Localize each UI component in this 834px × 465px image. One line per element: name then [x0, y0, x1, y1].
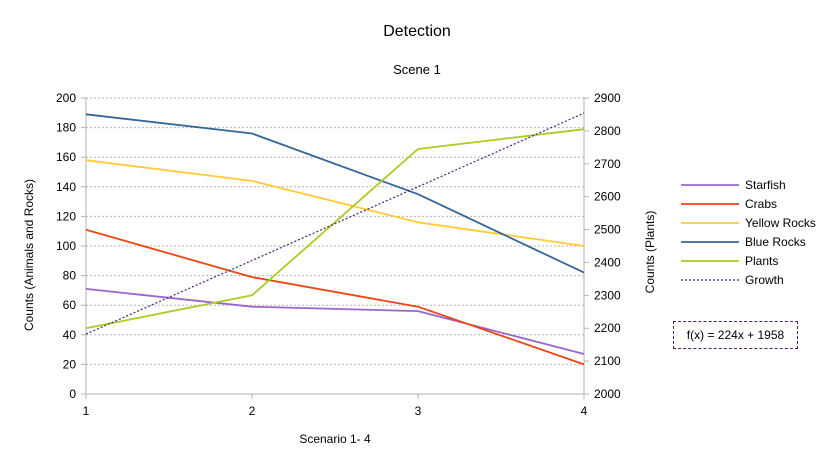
series-line-blue-rocks [85, 113, 585, 274]
x-tick-label: 1 [83, 404, 90, 418]
trendline-equation: f(x) = 224x + 1958 [686, 328, 785, 342]
legend-label-blue-rocks: Blue Rocks [745, 235, 806, 249]
y-tick-label: 60 [63, 298, 77, 312]
tick-labels: 0 20 40 60 80 100 120 140 160 180 200 2000 2100 2200 2… [56, 91, 621, 418]
series-lines [85, 112, 585, 366]
trendline-equation-box: f(x) = 224x + 1958 [673, 321, 798, 349]
y2-tick-label: 2700 [594, 157, 621, 171]
series-line-growth [85, 112, 585, 335]
series-line-crabs [85, 228, 585, 366]
x-tick-label: 2 [249, 404, 256, 418]
y-tick-label: 20 [63, 357, 77, 371]
y2-tick-label: 2200 [594, 321, 621, 335]
y2-tick-label: 2300 [594, 288, 621, 302]
series-line-starfish [85, 288, 585, 355]
chart-title: Detection [383, 23, 451, 40]
y-tick-label: 200 [56, 91, 76, 105]
y-tick-label: 40 [63, 328, 77, 342]
series-line-yellow-rocks [85, 159, 585, 247]
legend: Starfish Crabs Yellow Rocks Blue Rocks Plant… [681, 178, 816, 287]
legend-label-yellow-rocks: Yellow Rocks [745, 216, 816, 230]
series-line-plants [85, 128, 585, 330]
y-tick-label: 180 [56, 121, 76, 135]
x-tick-label: 3 [415, 404, 422, 418]
legend-label-crabs: Crabs [745, 197, 777, 211]
x-tick-label: 4 [581, 404, 588, 418]
y2-tick-label: 2500 [594, 223, 621, 237]
y-tick-label: 120 [56, 209, 76, 223]
y2-tick-label: 2600 [594, 190, 621, 204]
y-tick-label: 160 [56, 150, 76, 164]
y2-tick-label: 2900 [594, 91, 621, 105]
legend-label-starfish: Starfish [745, 178, 786, 192]
y2-tick-label: 2800 [594, 124, 621, 138]
y-tick-label: 0 [69, 387, 76, 401]
y-tick-label: 80 [63, 269, 77, 283]
legend-label-growth: Growth [745, 273, 784, 287]
chart-subtitle: Scene 1 [393, 62, 441, 77]
y-tick-label: 100 [56, 239, 76, 253]
y2-tick-label: 2000 [594, 387, 621, 401]
y2-tick-label: 2100 [594, 354, 621, 368]
x-axis-label: Scenario 1- 4 [299, 432, 371, 446]
y-axis-label: Counts (Animals and Rocks) [22, 179, 36, 331]
y-tick-label: 140 [56, 180, 76, 194]
legend-label-plants: Plants [745, 254, 778, 268]
y2-tick-label: 2400 [594, 255, 621, 269]
y2-axis-label: Counts (Plants) [643, 211, 657, 294]
gridlines [86, 97, 584, 365]
axes [81, 97, 589, 399]
